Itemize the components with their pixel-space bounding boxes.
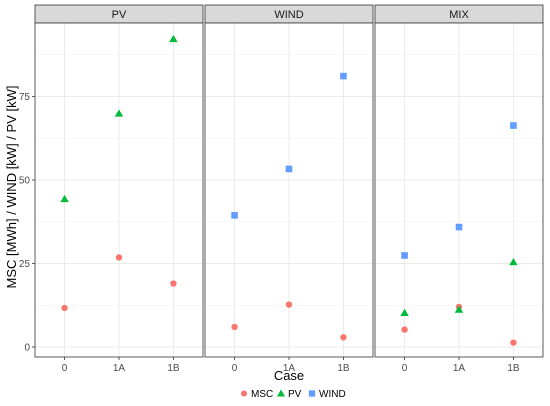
point-wind-0 (401, 252, 408, 259)
x-tick-label: 1B (507, 363, 520, 374)
legend-label: WIND (319, 389, 346, 400)
point-msc-1b (510, 339, 517, 346)
point-pv-1a (454, 305, 464, 313)
point-msc-1b (340, 334, 347, 341)
legend-label: PV (288, 389, 302, 400)
point-pv-1a (114, 109, 124, 117)
facet-panel-mix: MIX 0 1A 1B (374, 4, 544, 374)
x-axis-title: Case (274, 368, 304, 383)
y-tick-label: 25 (19, 259, 31, 270)
legend-key-pv (277, 389, 285, 397)
x-tick-label: 1A (283, 363, 296, 374)
legend-item-msc: MSC (240, 389, 273, 400)
y-axis: 0 25 50 75 (19, 92, 35, 353)
point-msc-0 (231, 323, 238, 331)
x-tick-label: 0 (62, 363, 68, 374)
facet-strip-label: WIND (274, 9, 303, 21)
y-axis-title: MSC [MWh] / WIND [kW] / PV [kW] (4, 86, 19, 289)
facet-strip-label: MIX (449, 9, 469, 21)
legend-key-wind (308, 390, 316, 397)
facet-panels: PV 0 1A 1B WIND 0 1A 1B MIX 0 1A 1B (34, 4, 544, 374)
point-pv-0 (400, 308, 409, 317)
point-wind-1a (285, 165, 293, 173)
point-pv-1b (509, 257, 518, 266)
y-tick-label: 50 (19, 175, 31, 186)
y-tick-label: 0 (24, 342, 30, 353)
x-tick-label: 1B (167, 363, 180, 374)
x-tick-label: 0 (402, 363, 408, 374)
x-tick-label: 1A (453, 363, 466, 374)
point-wind-1b (340, 72, 347, 80)
x-tick-label: 1B (337, 363, 350, 374)
legend-item-wind: WIND (308, 389, 346, 400)
facet-panel-pv: PV 0 1A 1B (34, 4, 204, 374)
point-msc-1b (170, 280, 177, 287)
x-tick-label: 1A (113, 363, 126, 374)
point-msc-1a (285, 301, 293, 308)
point-wind-1a (455, 223, 463, 231)
legend: MSC PV WIND (240, 389, 346, 400)
point-wind-1b (510, 122, 517, 129)
legend-key-msc (240, 390, 248, 397)
point-pv-0 (60, 194, 69, 203)
point-msc-1a (115, 254, 123, 261)
point-msc-0 (401, 326, 408, 333)
facet-strip-label: PV (112, 9, 127, 21)
facet-panel-wind: WIND 0 1A 1B (204, 4, 374, 374)
legend-label: MSC (251, 389, 273, 400)
point-msc-0 (61, 304, 68, 312)
y-tick-label: 75 (19, 92, 31, 103)
point-wind-0 (231, 212, 238, 219)
x-tick-label: 0 (232, 363, 238, 374)
legend-item-pv: PV (277, 389, 302, 400)
point-pv-1b (169, 34, 178, 43)
